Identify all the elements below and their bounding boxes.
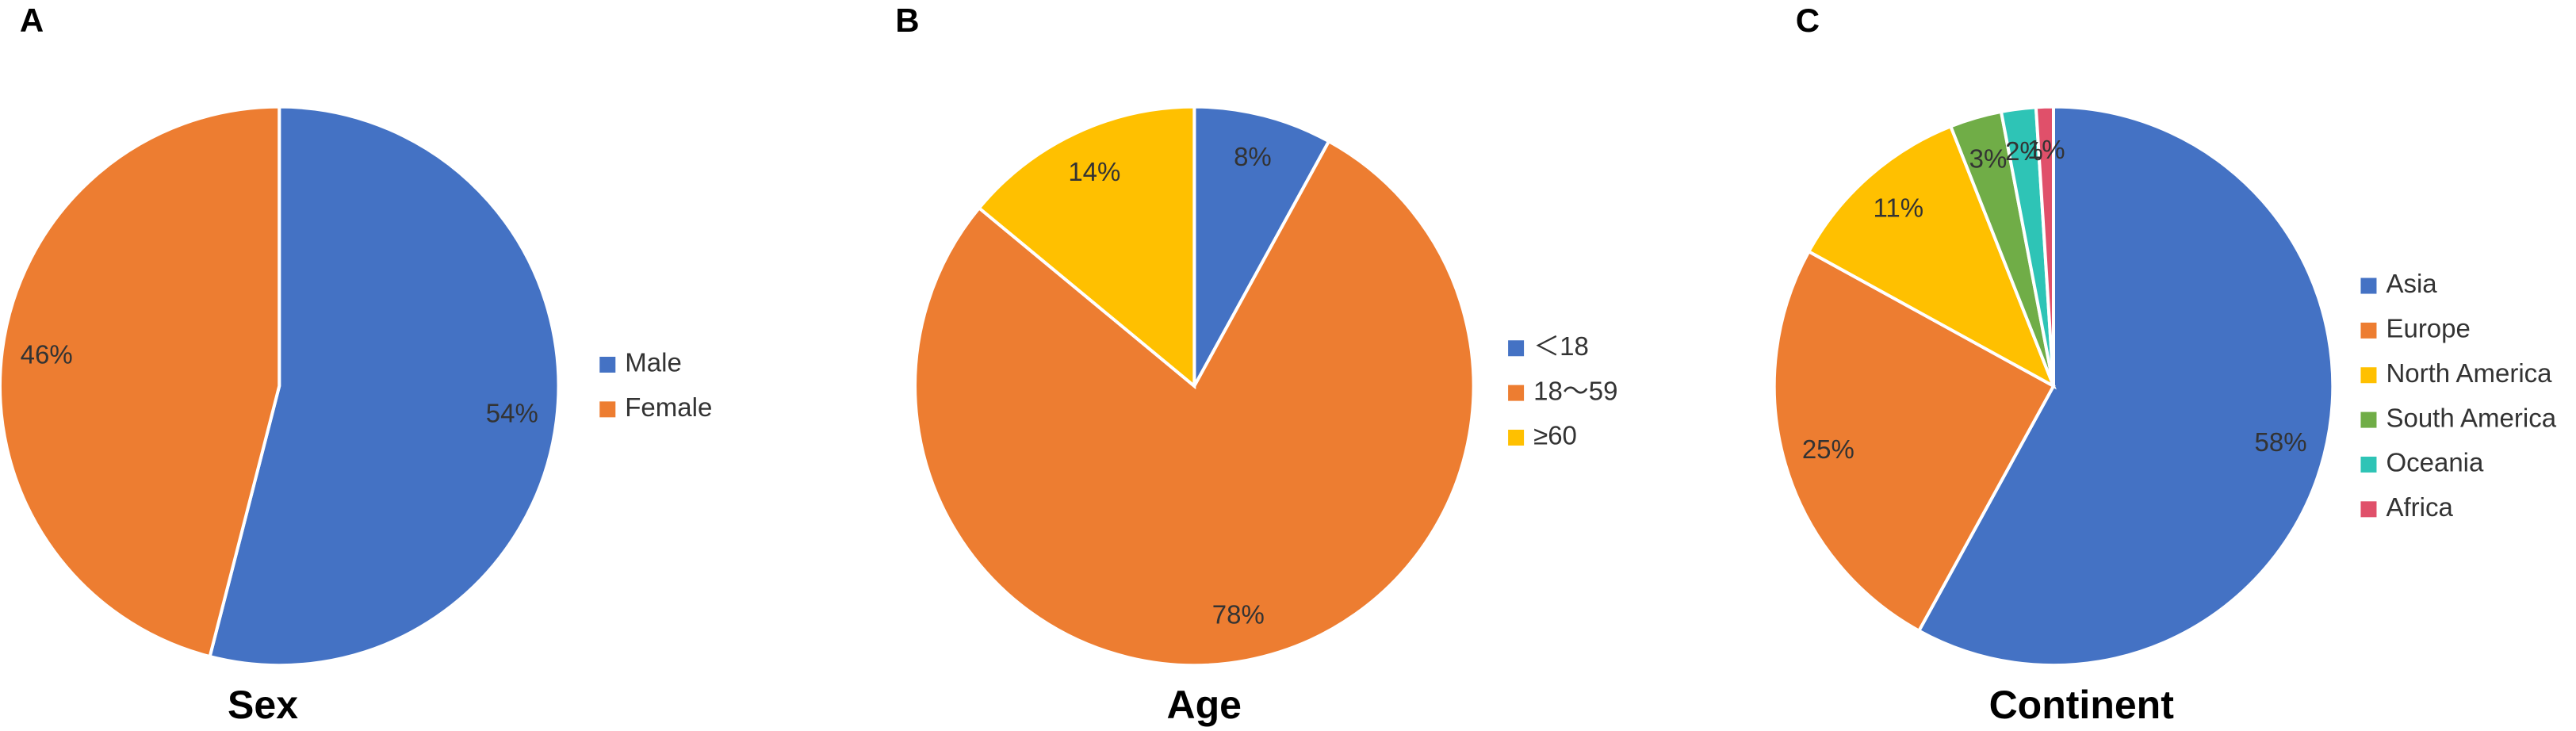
pie-panel: B Age 8% ＜18 78% 18～59 14% ≥60 [895,2,1617,727]
data-label: 8% [1234,142,1272,171]
pie-slice [2034,105,2055,387]
data-label: 78% [1212,599,1265,629]
legend-label: Africa [2386,492,2453,522]
pie-slice [1772,249,2056,633]
data-label: 2% [2005,136,2043,166]
legend-swatch [1508,385,1525,401]
pie-slice [0,105,281,659]
pie-panel: A Sex 54% Male 46% Female [0,2,712,727]
data-label: 1% [2027,135,2065,164]
legend-swatch [2360,322,2377,339]
data-label: 11% [1874,193,1924,223]
panel-label: C [1796,2,1820,39]
legend-swatch [2360,456,2377,473]
pie-panel: C Continent 58% Asia 25% Europe 11% North Ameri… [1772,2,2557,727]
chart-title: Continent [1989,683,2175,727]
legend-swatch [599,401,616,418]
legend-label: North America [2386,358,2552,388]
data-label: 14% [1068,157,1120,186]
legend-swatch [599,356,616,373]
legend-swatch [2360,277,2377,294]
pie-slice [977,105,1196,390]
legend-label: Europe [2386,314,2470,343]
chart-title: Age [1167,683,1242,727]
legend-label: Oceania [2386,448,2484,477]
legend-swatch [1508,429,1525,446]
panel-label: A [20,2,44,39]
data-label: 46% [21,340,73,369]
legend-label: South America [2386,403,2556,432]
legend-label: Female [625,392,712,422]
pie-slice [1192,105,1331,387]
chart-title: Sex [228,683,298,727]
data-label: 25% [1802,434,1854,464]
legend-label: Male [625,348,682,377]
legend-swatch [2360,411,2377,428]
data-label: 58% [2255,427,2307,457]
panel-label: B [895,2,919,39]
legend-swatch [1508,340,1525,357]
legend-swatch [2360,367,2377,384]
legend-label: ＜18 [1533,331,1589,361]
pie-slice [1916,105,2335,668]
legend-label: 18～59 [1533,376,1617,405]
data-label: 54% [486,399,538,428]
pie-slice [208,105,561,668]
legend-label: ≥60 [1533,421,1577,450]
pie-slice [1806,124,2057,390]
legend-swatch [2360,501,2377,518]
legend-label: Asia [2386,269,2437,298]
data-label: 3% [1969,144,2008,174]
